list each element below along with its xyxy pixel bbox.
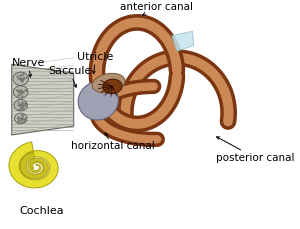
Text: posterior canal: posterior canal — [216, 137, 294, 163]
Circle shape — [14, 99, 28, 111]
Text: horizontal canal: horizontal canal — [70, 133, 154, 152]
Ellipse shape — [78, 82, 118, 120]
Circle shape — [14, 86, 28, 98]
Polygon shape — [9, 142, 58, 188]
Circle shape — [15, 113, 27, 124]
Text: anterior canal: anterior canal — [120, 3, 193, 15]
Text: Saccule: Saccule — [48, 66, 92, 87]
Polygon shape — [172, 31, 194, 51]
Polygon shape — [20, 152, 48, 179]
Ellipse shape — [92, 73, 125, 93]
Text: Utricle: Utricle — [77, 52, 114, 74]
Polygon shape — [12, 64, 74, 135]
Circle shape — [13, 72, 28, 85]
Text: Nerve: Nerve — [12, 58, 45, 77]
Ellipse shape — [103, 79, 122, 94]
Text: Cochlea: Cochlea — [20, 206, 64, 216]
